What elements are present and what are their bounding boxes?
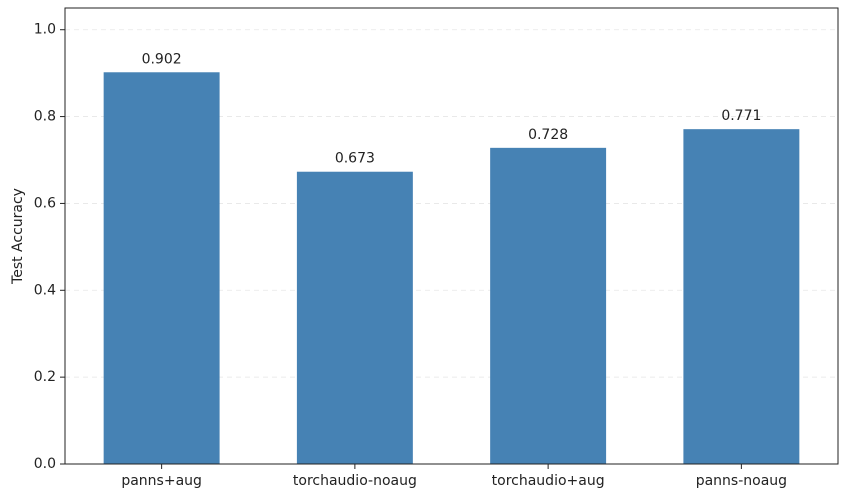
value-label: 0.771 [721,108,761,124]
y-tick-label: 0.0 [34,456,56,472]
y-tick-label: 1.0 [34,22,56,38]
value-label: 0.673 [335,151,375,167]
x-tick-label: panns+aug [121,473,202,489]
plot-frame [64,7,839,465]
x-tick-label: torchaudio+aug [492,473,605,489]
y-axis-label: Test Accuracy [10,188,26,285]
bar [490,147,607,464]
bar [296,171,413,464]
x-tick-label: panns-noaug [696,473,787,489]
y-tick-label: 0.4 [34,282,56,298]
x-tick-label: torchaudio-noaug [293,473,417,489]
value-label: 0.728 [528,127,568,143]
y-tick-label: 0.2 [34,369,56,385]
value-label: 0.902 [142,51,182,67]
bar [103,72,220,464]
y-tick-label: 0.6 [34,195,56,211]
bar [683,129,800,464]
y-tick-label: 0.8 [34,109,56,125]
